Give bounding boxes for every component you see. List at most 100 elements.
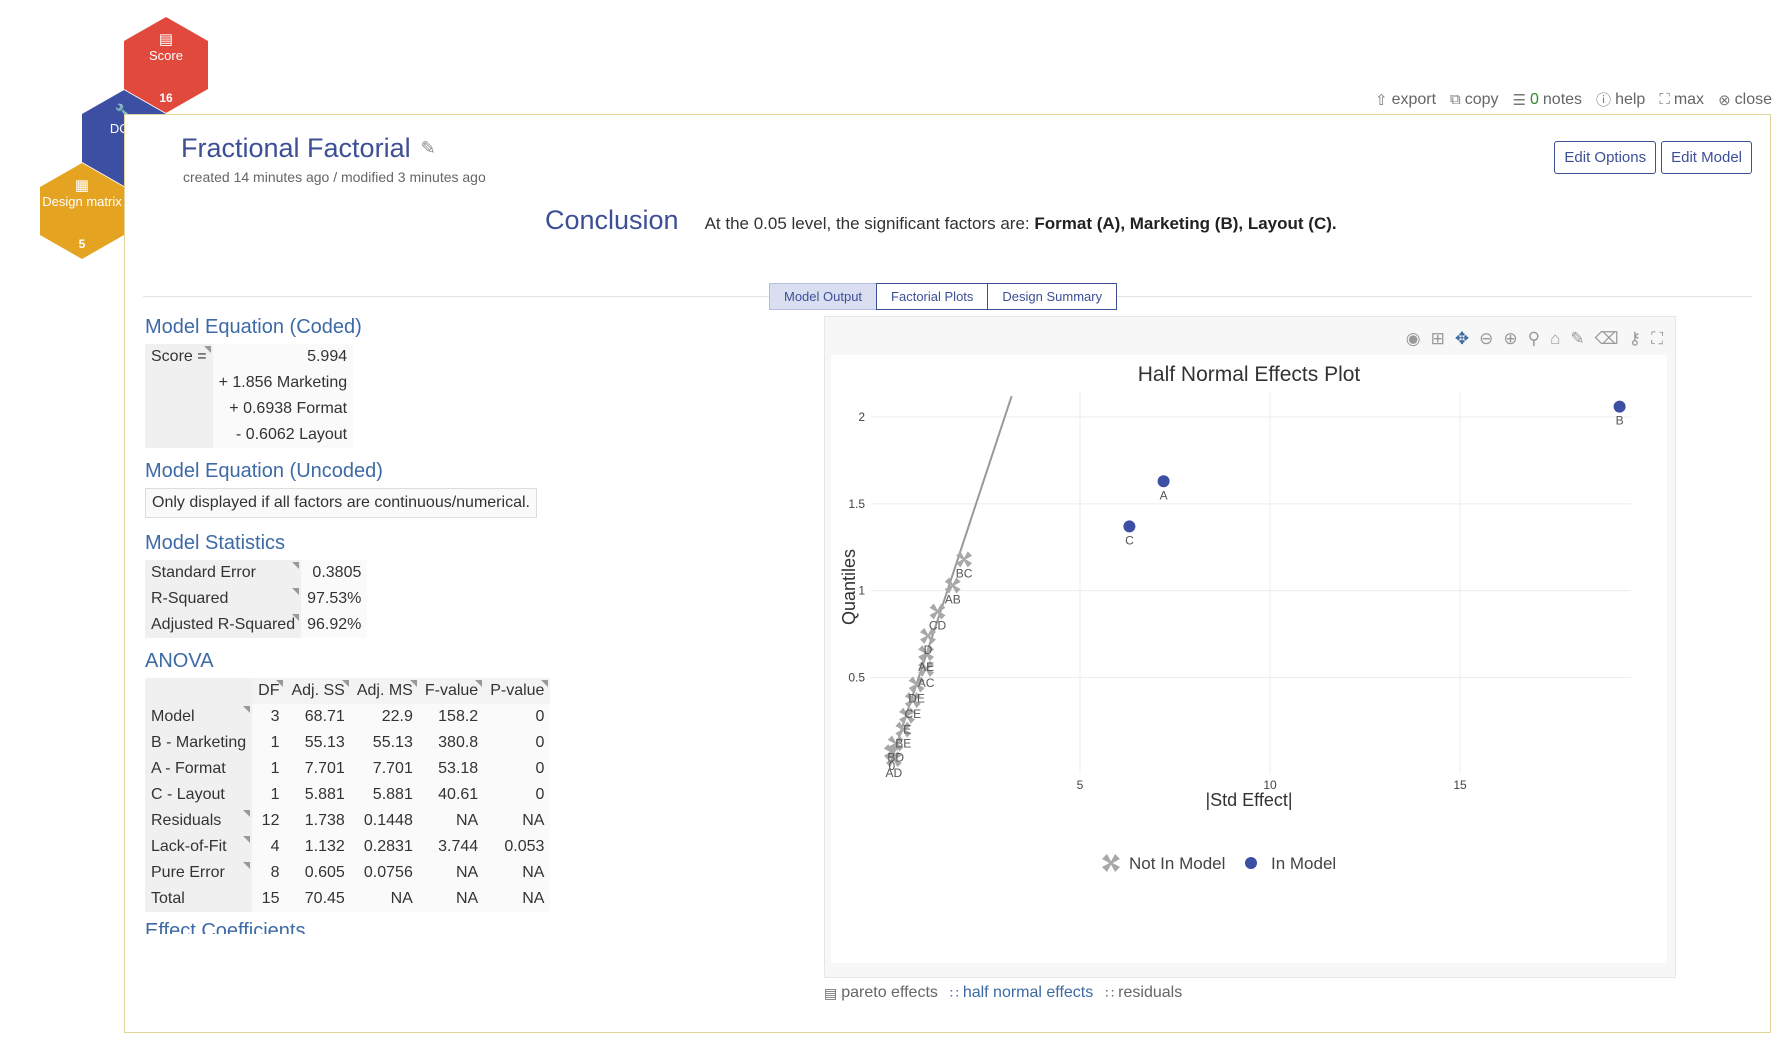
not-in-model-point (883, 744, 900, 761)
point-label: AD (885, 766, 902, 780)
cell: 55.13 (350, 730, 419, 756)
notes-button[interactable]: ☰ 0 notes (1512, 90, 1583, 109)
point-label: BD (887, 750, 904, 764)
bar-chart-icon: ▤ (824, 984, 838, 1001)
point-label: A (1160, 488, 1168, 502)
fullscreen-icon[interactable]: ⛶ (1651, 329, 1663, 348)
zoom-out-icon[interactable]: ⊖ (1479, 329, 1494, 348)
edit-model-button[interactable]: Edit Model (1661, 141, 1752, 174)
zoom-icon[interactable]: ⚲ (1527, 329, 1541, 348)
edit-options-button[interactable]: Edit Options (1554, 141, 1657, 174)
scatter-icon: ∷ (949, 984, 959, 1001)
cell: 12 (252, 808, 286, 834)
scatter-icon: ∷ (1105, 984, 1115, 1001)
x-tick-label: 15 (1453, 778, 1467, 792)
score-hex-node[interactable]: ▤ Score 16 (124, 17, 208, 113)
tab-design-summary[interactable]: Design Summary (987, 283, 1118, 310)
model-equation-coded-table: Score = 5.994 + 1.856 Marketing + 0.6938… (145, 344, 354, 448)
table-header-row: DF Adj. SS Adj. MS F-value P-value (145, 678, 551, 704)
stat-label: Standard Error (145, 560, 302, 586)
pareto-effects-link[interactable]: ▤ pareto effects (824, 984, 938, 1001)
conclusion-text: At the 0.05 level, the significant facto… (704, 214, 1337, 233)
row-label: Total (145, 886, 253, 912)
in-model-point (1613, 400, 1626, 413)
significant-factors: Format (A), Marketing (B), Layout (C). (1034, 214, 1337, 233)
draw-icon[interactable]: ✎ (1570, 329, 1585, 348)
chart-links: ▤ pareto effects ∷ half normal effects ∷ re… (824, 984, 1182, 1002)
row-label: Pure Error (145, 860, 253, 886)
cell: 158.2 (418, 704, 485, 730)
cell: 0.053 (484, 834, 551, 860)
camera-icon[interactable]: ◉ (1405, 329, 1421, 348)
y-tick-label: 2 (858, 410, 865, 424)
table-row: Residuals 12 1.738 0.1448 NA NA (145, 808, 551, 834)
cell: 68.71 (285, 704, 351, 730)
point-label: DE (908, 691, 925, 705)
not-in-model-point (918, 645, 935, 662)
cell: NA (350, 886, 419, 912)
edit-pencil-icon[interactable]: ✎ (420, 138, 436, 158)
page-title: Fractional Factorial ✎ (181, 133, 436, 163)
eraser-icon[interactable]: ⌫ (1594, 329, 1619, 348)
score-hex-label: Score (149, 48, 183, 63)
cell: 55.13 (285, 730, 351, 756)
anova-table: DF Adj. SS Adj. MS F-value P-value Model… (145, 678, 551, 912)
y-tick-label: 1 (858, 584, 865, 598)
cell: NA (484, 808, 551, 834)
max-button[interactable]: ⛶ max (1659, 90, 1705, 109)
legend-label-in-model: In Model (1271, 854, 1336, 873)
x-tick-label: 5 (1077, 778, 1084, 792)
chart-title: Half Normal Effects Plot (1138, 363, 1361, 386)
not-in-model-point (904, 692, 921, 709)
not-in-model-point (956, 551, 973, 568)
column-header: P-value (484, 678, 551, 704)
x-tick-label: 10 (1263, 778, 1277, 792)
y-tick-label: 1.5 (848, 497, 865, 511)
design-hex-count: 5 (78, 237, 86, 251)
key-icon[interactable]: ⚷ (1628, 329, 1642, 348)
design-matrix-hex-node[interactable]: ▦ Design matrix 5 (40, 163, 124, 259)
uncoded-note: Only displayed if all factors are contin… (145, 488, 537, 518)
equation-response: Score = (145, 344, 213, 448)
pan-icon[interactable]: ✥ (1454, 329, 1470, 348)
analysis-panel: Fractional Factorial ✎ created 14 minute… (124, 114, 1771, 1033)
export-button[interactable]: ⇧ export (1374, 90, 1437, 109)
residuals-link[interactable]: ∷ residuals (1105, 984, 1183, 1001)
cell: 7.701 (285, 756, 351, 782)
copy-button[interactable]: ⧉ copy (1450, 90, 1499, 109)
table-row: B - Marketing 1 55.13 55.13 380.8 0 (145, 730, 551, 756)
close-button[interactable]: ⊗ close (1718, 90, 1772, 109)
zoom-in-icon[interactable]: ⊕ (1503, 329, 1518, 348)
half-normal-effects-chart: Half Normal Effects Plot 5 10 15 0.5 1 1.5 2 A… (839, 363, 1631, 873)
add-icon[interactable]: ⊞ (1430, 329, 1445, 348)
cell: 0.2831 (350, 834, 419, 860)
help-button[interactable]: ⓘ help (1596, 90, 1646, 110)
cell: NA (484, 860, 551, 886)
half-normal-effects-link[interactable]: ∷ half normal effects (949, 984, 1094, 1001)
not-in-model-point (887, 735, 904, 752)
table-icon: ▦ (74, 177, 90, 194)
home-icon[interactable]: ⌂ (1550, 329, 1561, 348)
point-label: 0 (889, 759, 896, 773)
plot-area: Half Normal Effects Plot 5 10 15 0.5 1 1.5 2 A… (831, 355, 1667, 963)
not-in-model-point (918, 660, 935, 677)
cell: 380.8 (418, 730, 485, 756)
column-header: F-value (418, 678, 485, 704)
row-label: Model (145, 704, 253, 730)
point-label: D (924, 643, 933, 657)
cell: 70.45 (285, 886, 351, 912)
row-label: Residuals (145, 808, 253, 834)
point-label: BC (956, 566, 973, 580)
tab-model-output[interactable]: Model Output (769, 283, 878, 310)
cell: 5.881 (350, 782, 419, 808)
cell: 5.881 (285, 782, 351, 808)
column-header: Adj. MS (350, 678, 419, 704)
cell: 40.61 (418, 782, 485, 808)
design-hex-label: Design matrix (42, 194, 122, 209)
cell: 0.0756 (350, 860, 419, 886)
equation-term: + 0.6938 Format (212, 396, 354, 422)
tab-factorial-plots[interactable]: Factorial Plots (876, 283, 989, 310)
equation-term: + 1.856 Marketing (212, 370, 354, 396)
row-label: C - Layout (145, 782, 253, 808)
column-header: Adj. SS (285, 678, 351, 704)
